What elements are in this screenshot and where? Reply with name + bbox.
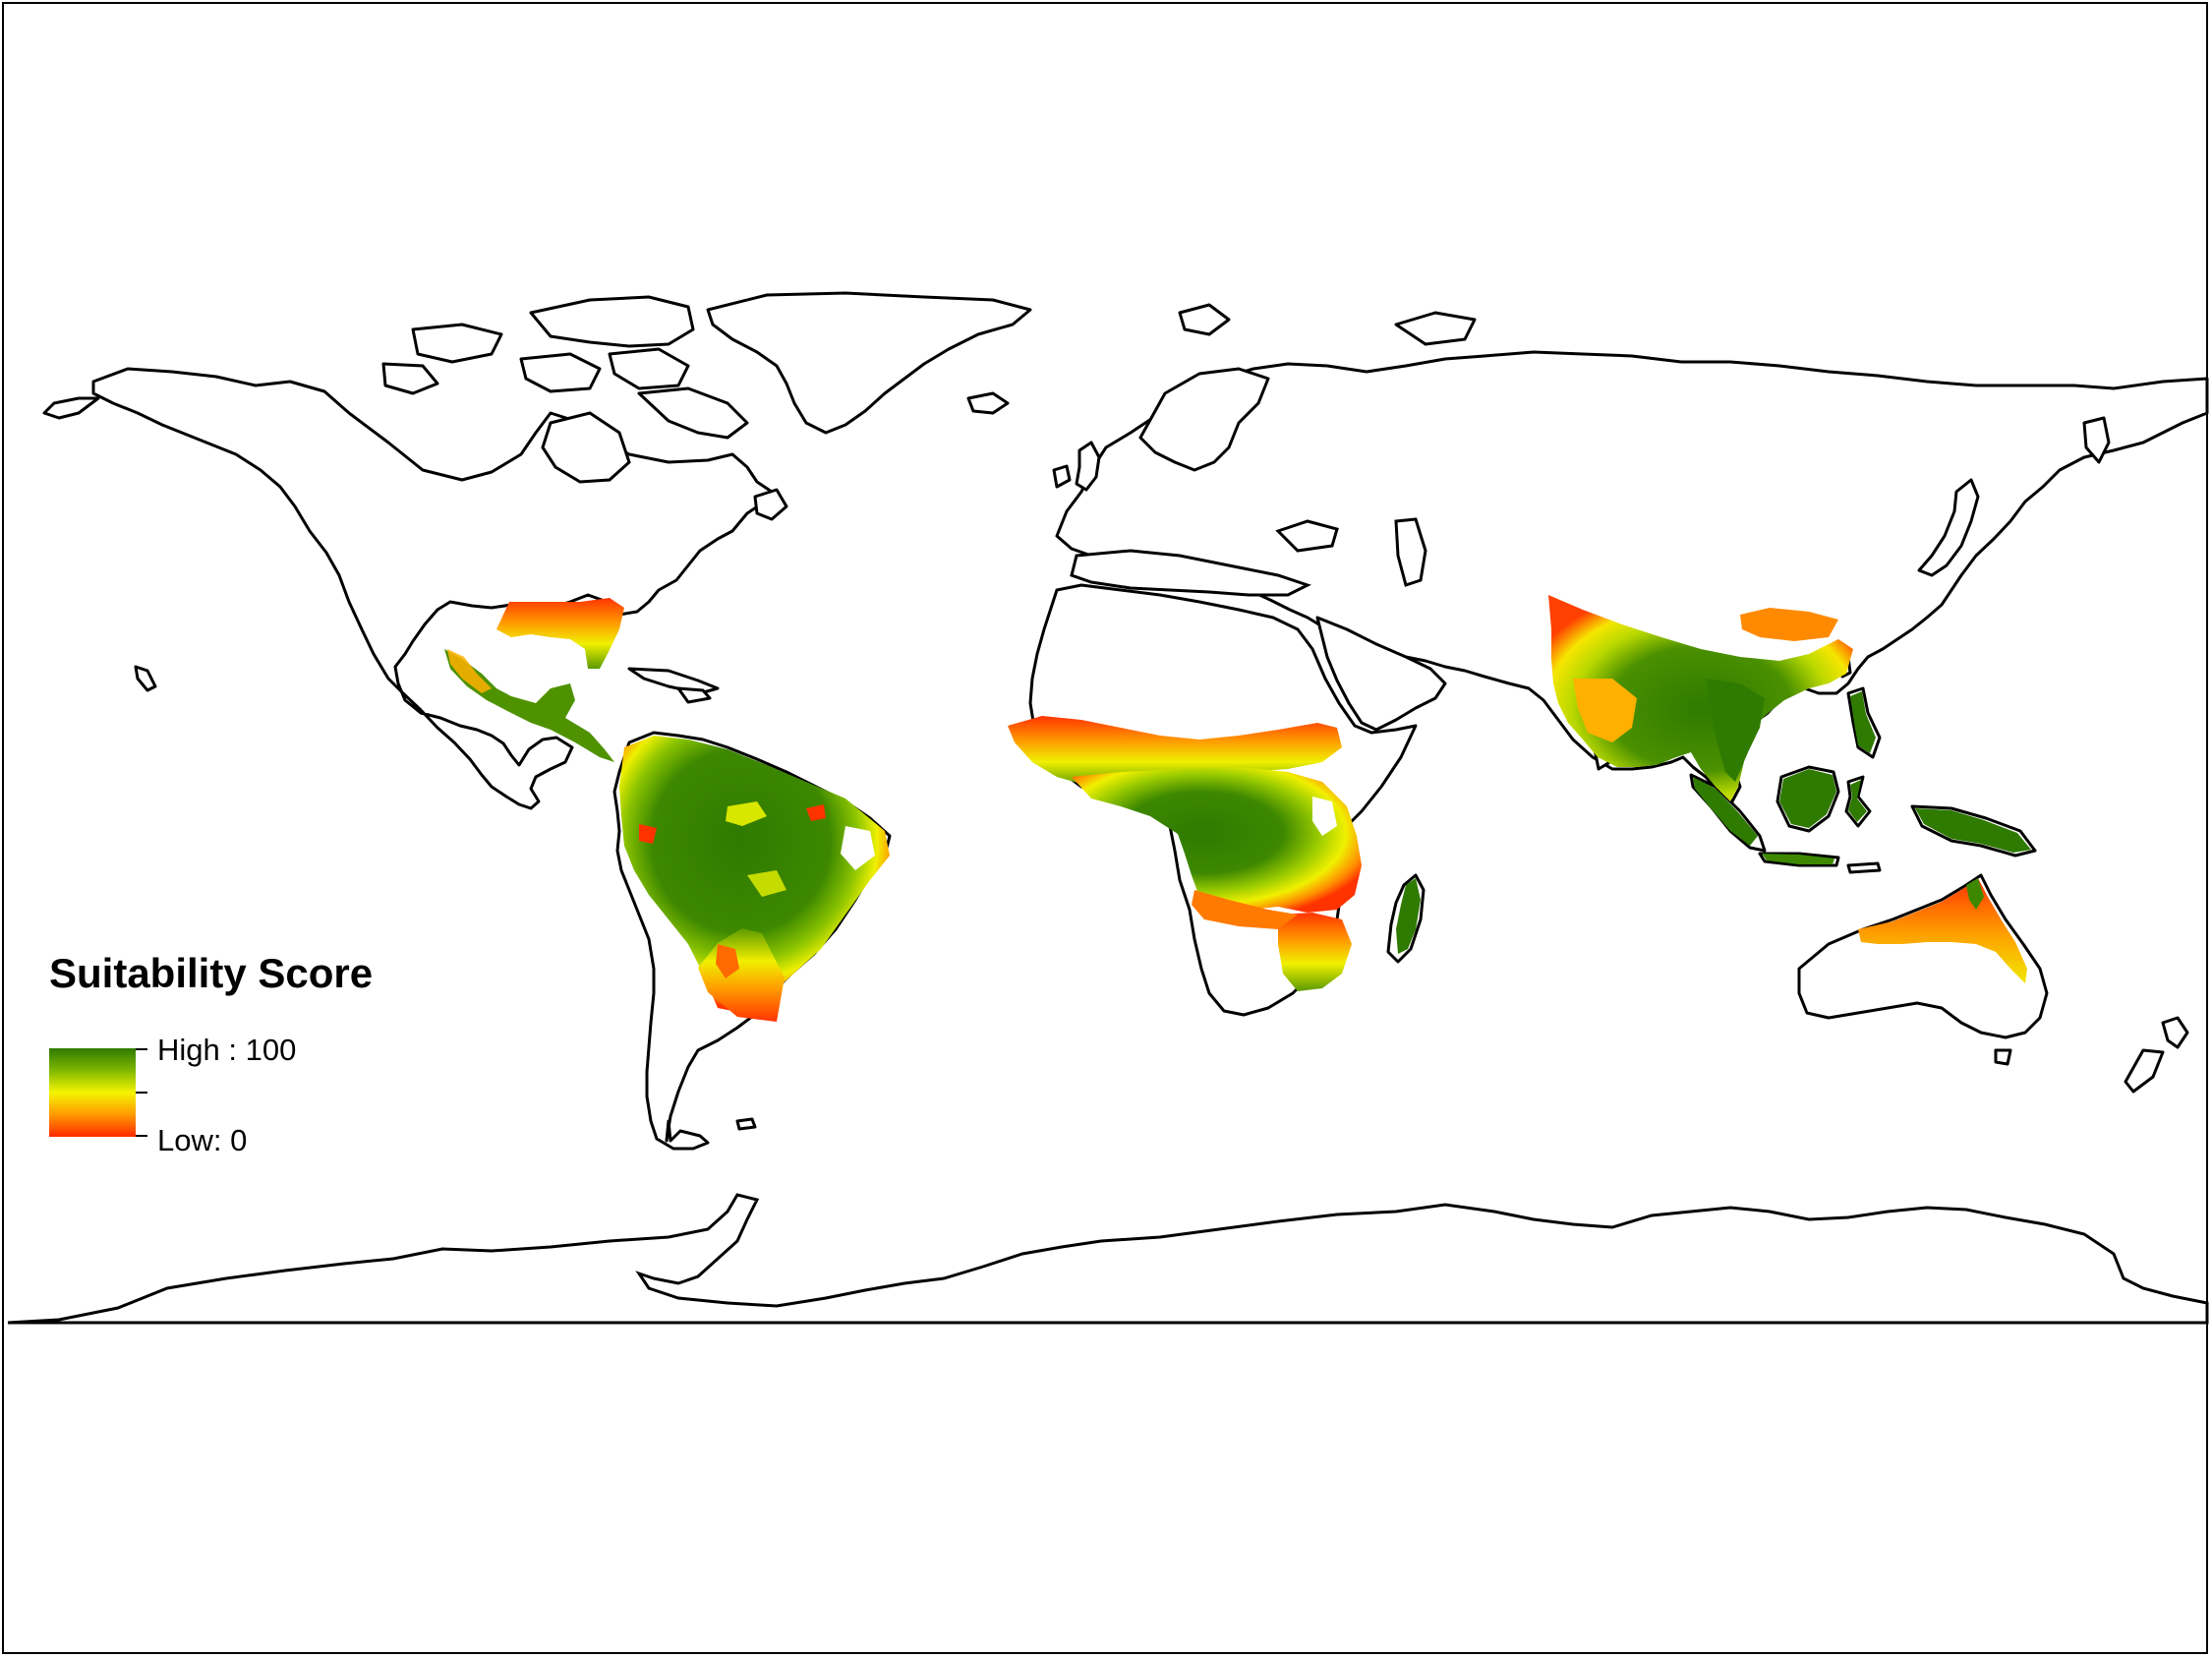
hudson-bay xyxy=(541,411,631,484)
suitability-cape-york xyxy=(1966,878,1984,910)
suitability-china-south xyxy=(1740,608,1838,641)
suitability-south-asia xyxy=(1548,595,1853,801)
falklands xyxy=(735,1117,757,1131)
suitability-madagascar xyxy=(1396,878,1421,954)
arctic-island-2 xyxy=(411,323,503,364)
iceland xyxy=(966,391,1010,415)
suitability-india-dry xyxy=(1573,679,1637,742)
suitability-low-patch-1 xyxy=(639,824,657,844)
ireland xyxy=(1052,464,1072,489)
suitability-congo xyxy=(1072,767,1362,913)
suitability-mid-patch-1 xyxy=(726,801,767,826)
arctic-island-1 xyxy=(529,295,695,348)
novaya-zemlya xyxy=(1394,311,1477,346)
hispaniola xyxy=(676,686,712,704)
cuba xyxy=(627,667,720,695)
arctic-island-5 xyxy=(381,362,439,395)
legend-high-label: High : 100 xyxy=(157,1033,297,1067)
caspian-sea xyxy=(1394,517,1427,587)
suitability-sulawesi xyxy=(1848,780,1867,822)
suitability-sumatra xyxy=(1693,777,1758,846)
suitability-dry-nordeste xyxy=(841,826,875,870)
great-britain xyxy=(1075,441,1101,492)
arabian-peninsula xyxy=(1315,616,1447,732)
suitability-gulf-coast xyxy=(496,598,624,669)
newfoundland xyxy=(753,488,788,521)
suitability-low-patch-2 xyxy=(806,804,826,821)
suitability-mozambique xyxy=(1278,913,1352,991)
arctic-island-4 xyxy=(608,347,690,390)
suitability-mid-patch-2 xyxy=(747,870,786,897)
timor xyxy=(1846,861,1882,874)
suitability-paraguay-low xyxy=(716,944,739,978)
tasmania xyxy=(1994,1048,2012,1066)
legend-tick-low xyxy=(136,1135,147,1137)
new-zealand-south xyxy=(2124,1048,2165,1094)
legend-color-ramp xyxy=(49,1048,136,1137)
mediterranean-sea xyxy=(1070,549,1311,597)
baffin-island xyxy=(637,386,749,440)
svalbard xyxy=(1178,303,1231,336)
suitability-borneo xyxy=(1779,769,1836,828)
legend-tick-high xyxy=(136,1048,147,1050)
suitability-east-africa-white xyxy=(1312,797,1337,836)
suitability-new-guinea xyxy=(1915,808,2031,853)
suitability-central-america xyxy=(444,649,614,762)
japan xyxy=(1917,478,1980,577)
legend-title: Suitability Score xyxy=(49,950,374,996)
new-zealand-north xyxy=(2161,1016,2189,1049)
suitability-north-australia xyxy=(1858,878,2027,983)
suitability-angola-low xyxy=(1192,890,1298,929)
suitability-mexico-west xyxy=(447,649,492,693)
alaska-peninsula xyxy=(42,396,100,420)
hawaii xyxy=(134,665,157,692)
black-sea xyxy=(1275,519,1339,553)
greenland xyxy=(706,291,1032,435)
scandinavia xyxy=(1138,367,1270,472)
suitability-indochina xyxy=(1706,679,1765,782)
suitability-philippines xyxy=(1850,691,1876,753)
suitability-java xyxy=(1762,854,1834,864)
antarctica xyxy=(7,1193,2209,1325)
legend-low-label: Low: 0 xyxy=(157,1123,248,1157)
legend-tick-mid xyxy=(136,1092,147,1094)
arctic-island-3 xyxy=(519,352,602,393)
kamchatka xyxy=(2082,416,2111,464)
